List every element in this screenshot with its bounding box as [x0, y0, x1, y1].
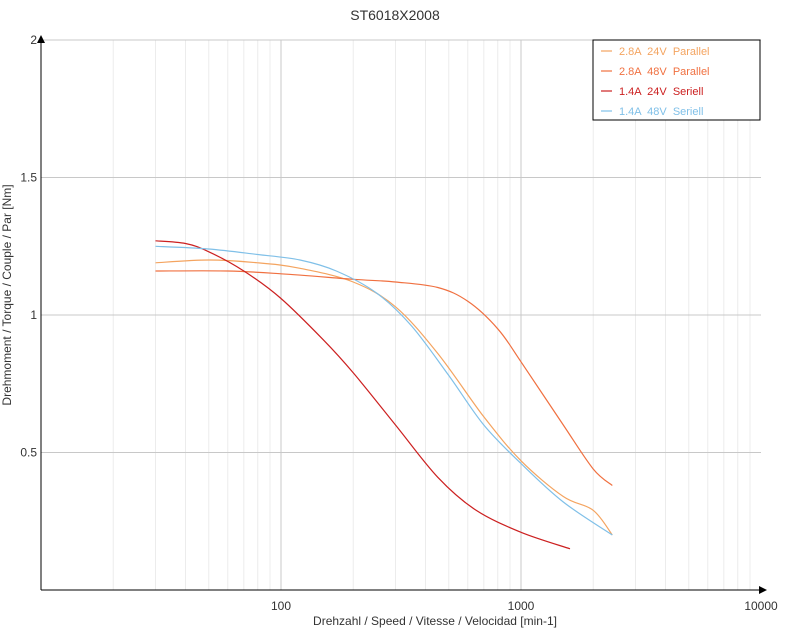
y-tick-label: 1: [30, 308, 37, 322]
x-axis-label: Drehzahl / Speed / Vitesse / Velocidad […: [313, 614, 557, 628]
series-lines: [155, 240, 613, 550]
axes: [37, 35, 767, 594]
series-line-2: [155, 270, 613, 486]
legend-entry-3: 1.4A 24V Seriell: [619, 86, 703, 98]
legend-box: [592, 39, 761, 121]
x-axis-arrow: [759, 586, 767, 594]
y-tick-label: 0.5: [20, 446, 37, 460]
y-axis-label: Drehmoment / Torque / Couple / Par [Nm]: [0, 184, 14, 405]
y-axis-arrow: [37, 35, 45, 43]
y-tick-label: 1.5: [20, 171, 37, 185]
legend-entry-2: 2.8A 48V Parallel: [619, 66, 710, 78]
x-tick-label: 10000: [744, 599, 778, 613]
x-tick-label: 100: [271, 599, 291, 613]
series-line-3: [155, 240, 571, 550]
series-line-4: [155, 245, 613, 536]
y-tick-label: 2: [30, 33, 37, 47]
chart-title: ST6018X2008: [350, 7, 440, 23]
legend-entry-1: 2.8A 24V Parallel: [619, 46, 710, 58]
tick-labels: 100 1000 10000 0.5 1 1.5 2: [20, 33, 778, 613]
legend-entry-4: 1.4A 48V Seriell: [619, 106, 703, 118]
series-line-1: [155, 259, 613, 536]
legend: 2.8A 24V Parallel 2.8A 48V Parallel 1.4A 2…: [592, 39, 761, 121]
x-tick-label: 1000: [508, 599, 535, 613]
